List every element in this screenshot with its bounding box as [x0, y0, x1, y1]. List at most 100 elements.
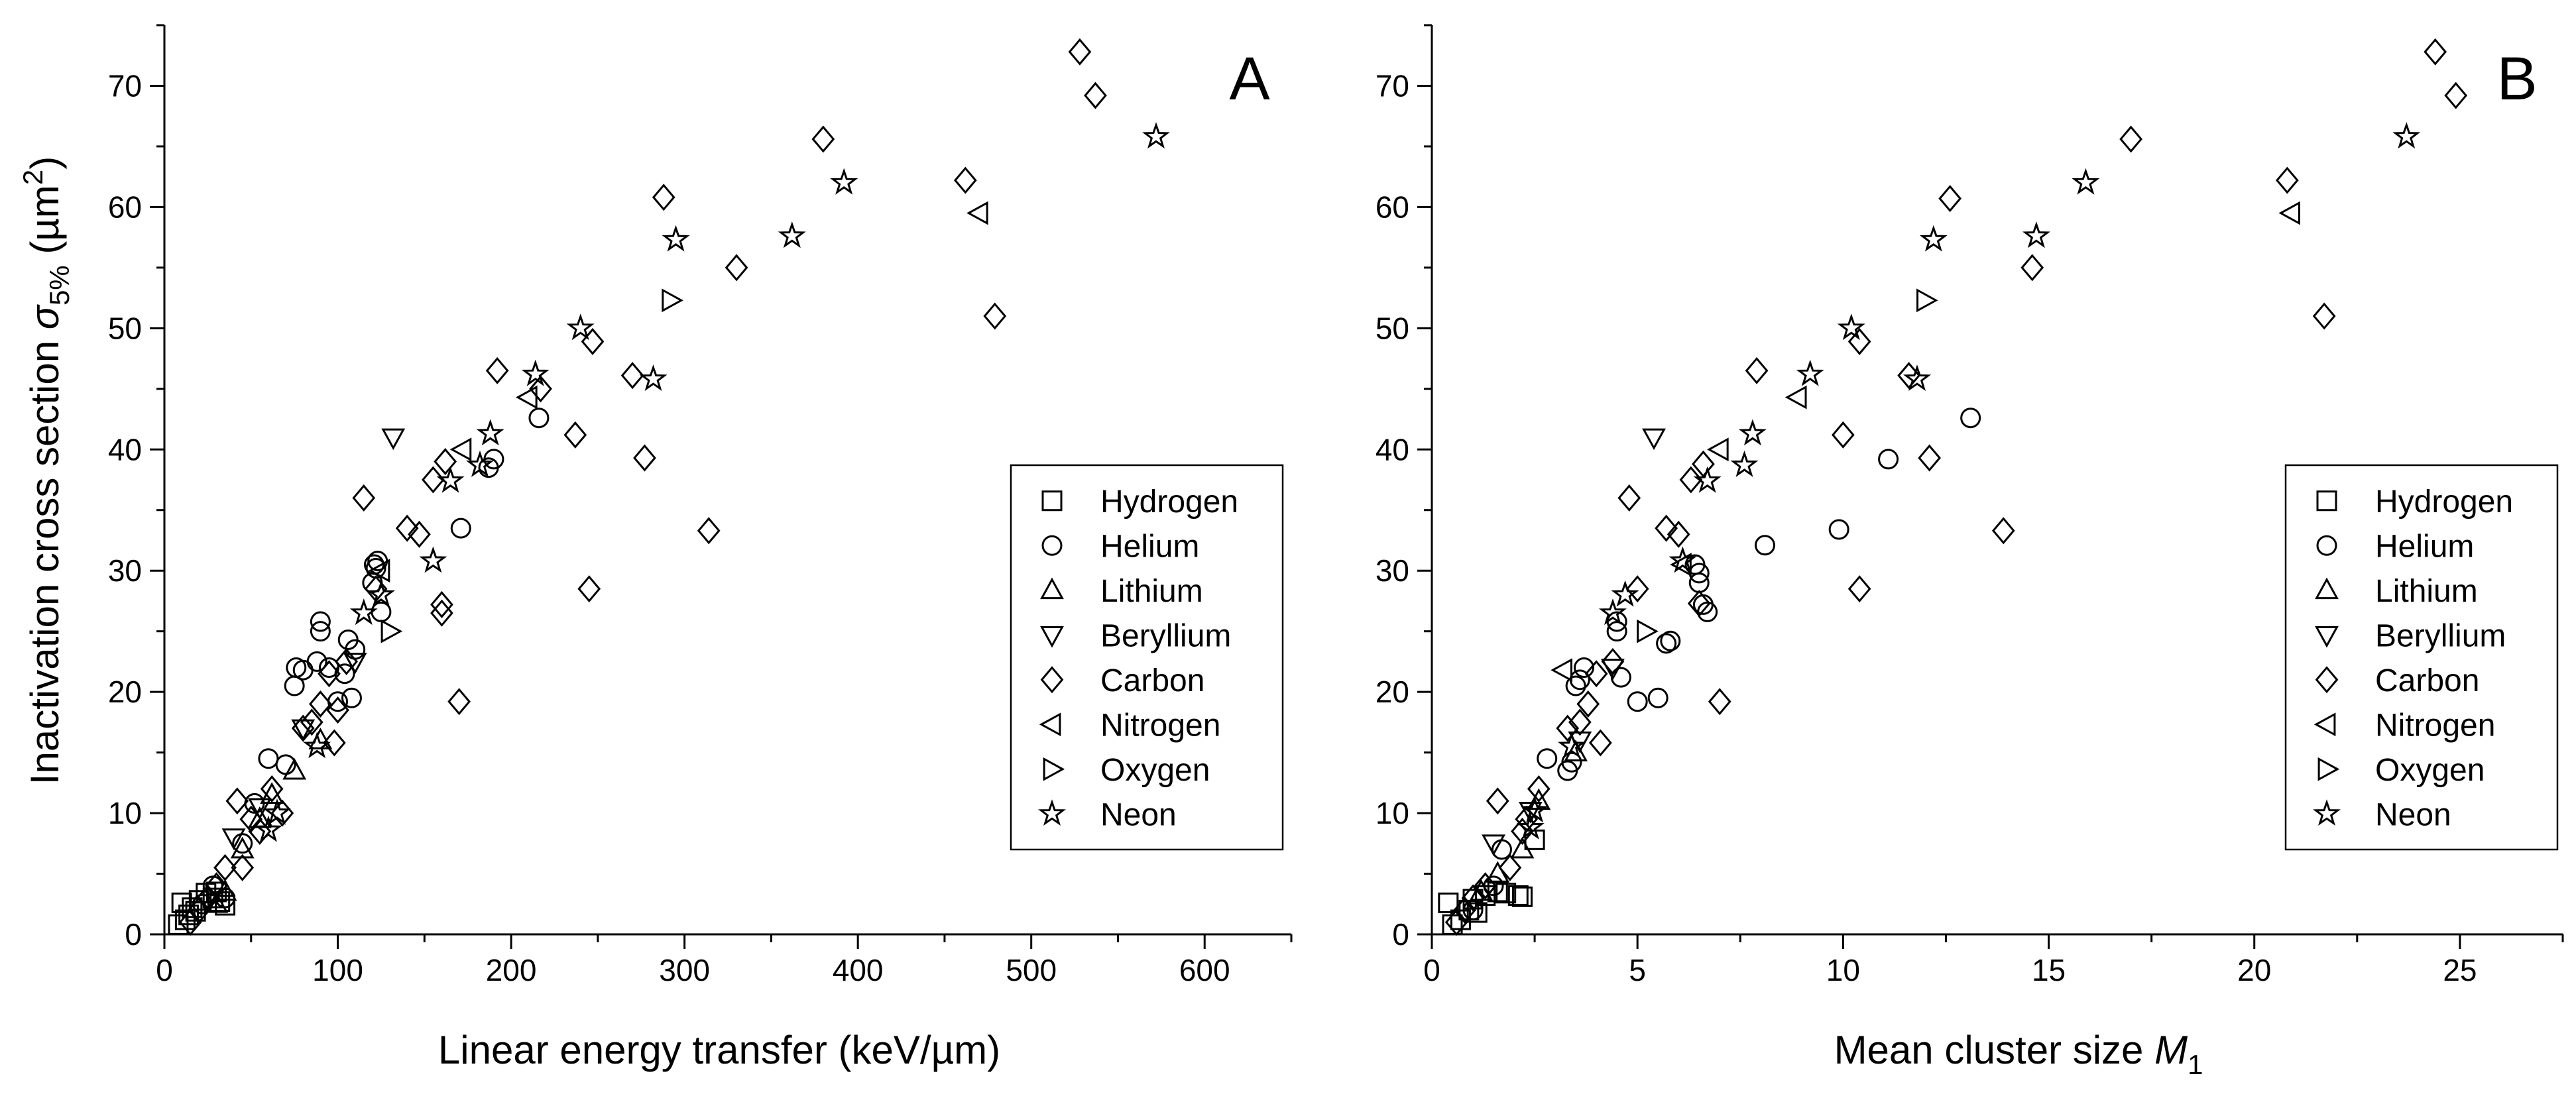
panel-b-y-tick-label: 20 [1376, 675, 1409, 709]
panel-b-point-carbon [1692, 450, 1715, 478]
panel-b-point-carbon [1461, 884, 1485, 912]
panel-b-point-neon [1598, 598, 1627, 626]
panel-a-point-carbon [983, 302, 1007, 330]
panel-b-legend-label-nitrogen: Nitrogen [2375, 708, 2495, 743]
panel-a-legend-label-neon: Neon [1100, 797, 1177, 832]
panel-b-point-helium [1660, 630, 1681, 651]
panel-a-point-helium [306, 651, 327, 672]
panel-b-point-carbon [1511, 817, 1534, 846]
panel-a-legend-label-carbon: Carbon [1100, 663, 1204, 698]
panel-a-point-helium [528, 408, 550, 429]
panel-a-point-carbon [248, 817, 272, 846]
panel-a-point-helium [310, 611, 331, 632]
panel-b-point-helium [1537, 748, 1558, 769]
panel-b-point-carbon [1687, 590, 1711, 618]
panel-b-x-tick-label: 10 [1826, 953, 1860, 987]
panel-a-point-carbon [225, 787, 249, 815]
panel-b-point-carbon [1847, 327, 1871, 355]
panel-b-legend-box [2284, 464, 2559, 851]
panel-b-y-tick-label: 0 [1392, 917, 1409, 952]
panel-b-point-helium [1878, 449, 1899, 470]
panel-b-point-nitrogen [1785, 385, 1807, 410]
panel-a-legend: Hydrogen Helium Lithium Beryllium Carbon Nitr… [1010, 464, 1284, 851]
panel-a-point-carbon [529, 375, 552, 403]
panel-b-point-nitrogen [1551, 658, 1572, 683]
panel-b-point-carbon [1556, 714, 1580, 742]
panel-a-legend-label-oxygen: Oxygen [1100, 753, 1210, 788]
panel-a-point-carbon [434, 448, 457, 476]
panel-b-point-hydrogen [1487, 881, 1508, 903]
panel-a-x-tick-label: 500 [1006, 953, 1057, 987]
panel-b-point-helium [1828, 519, 1849, 540]
panel-a-legend-marker-nitrogen [1039, 712, 1061, 737]
panel-b-legend-label-carbon: Carbon [2375, 663, 2479, 698]
panel-a-legend-box [1010, 464, 1284, 851]
panel-b: 0 5 10 15 20 25 0 10 20 30 40 50 60 70 Hydrogen Helium L… [1376, 24, 2564, 1080]
panel-a-point-oxygen [381, 619, 403, 643]
panel-a-legend-marker-lithium [1040, 577, 1064, 600]
panel-a-point-hydrogen [178, 905, 200, 926]
panel-b-y-tick-label: 70 [1376, 68, 1409, 103]
panel-b-point-carbon [1576, 690, 1600, 718]
panel-a-point-carbon [725, 254, 748, 282]
panel-b-legend-marker-hydrogen [2316, 490, 2337, 512]
panel-a-y-tick-label: 30 [108, 553, 142, 588]
panel-b-point-neon [2072, 168, 2100, 195]
panel-a-point-neon [349, 598, 378, 626]
panel-a-legend-label-beryllium: Beryllium [1100, 618, 1231, 653]
panel-a-point-nitrogen [516, 385, 538, 410]
panel-a-point-carbon [430, 599, 453, 627]
panel-a-point-carbon [811, 125, 835, 153]
panel-a-point-carbon [231, 853, 255, 881]
panel-a-point-carbon [447, 688, 471, 716]
panel-b-legend-marker-carbon [2315, 666, 2339, 694]
panel-b-point-carbon [1745, 357, 1769, 384]
panel-b-point-neon [1730, 450, 1759, 477]
panel-b-point-beryllium [1642, 428, 1666, 451]
panel-a-point-carbon [260, 775, 284, 803]
panel-b-legend-label-hydrogen: Hydrogen [2375, 484, 2513, 520]
y-axis-title: Inactivation cross section σ5% (µm2) [17, 156, 75, 785]
panel-a-point-helium [334, 663, 355, 685]
panel-a-point-carbon [322, 729, 346, 757]
panel-b-point-carbon [1588, 729, 1612, 757]
panel-a-point-carbon [620, 362, 644, 390]
panel-b-x-tick-label: 0 [1423, 953, 1440, 987]
panel-b-point-carbon [1938, 185, 1962, 213]
panel-a-y-tick-label: 40 [108, 432, 142, 467]
panel-a-point-helium [483, 449, 504, 470]
panel-b-point-carbon [1584, 660, 1608, 688]
panel-b-point-neon [1837, 313, 1865, 341]
panel-a-y-tick-label: 10 [108, 796, 142, 830]
panel-b-point-carbon [1655, 514, 1678, 542]
panel-b-legend-label-helium: Helium [2375, 529, 2474, 564]
panel-a-point-carbon [563, 421, 587, 449]
panel-b-point-carbon [2020, 254, 2044, 282]
panel-a-point-carbon [430, 590, 453, 618]
panel-b-x-tick-label: 25 [2443, 953, 2477, 987]
panel-a-point-hydrogen [215, 895, 236, 916]
panel-a-point-neon [662, 225, 690, 252]
panel-a-y-tick-label: 20 [108, 675, 142, 709]
panel-a-point-lithium [204, 891, 229, 913]
panel-b-point-helium [1647, 687, 1669, 708]
panel-a-legend-marker-oxygen [1043, 757, 1065, 781]
panel-b-point-neon [1557, 732, 1586, 759]
panel-a-point-helium [310, 621, 331, 642]
panel-b-point-hydrogen [1507, 885, 1529, 906]
panel-b-point-neon [1669, 546, 1697, 573]
panel-a-point-carbon [178, 908, 202, 936]
panel-b-point-neon [1516, 812, 1545, 840]
panel-a-legend-label-lithium: Lithium [1100, 574, 1203, 609]
panel-a-x-tick-label: 300 [659, 953, 710, 987]
panel-a-point-lithium [282, 757, 307, 780]
panel-b-y-tick-label: 40 [1376, 432, 1409, 467]
panel-b-point-helium [1574, 657, 1595, 679]
panel-b-legend: Hydrogen Helium Lithium Beryllium Carbon Nitr… [2284, 464, 2559, 851]
panel-a-point-neon [254, 815, 282, 842]
panel-a-point-carbon [422, 466, 445, 494]
panel-b-legend-marker-neon [2313, 799, 2341, 826]
panel-b-legend-label-neon: Neon [2375, 797, 2451, 832]
panel-b-point-helium [1627, 691, 1648, 712]
panel-b-point-carbon [1601, 647, 1625, 675]
